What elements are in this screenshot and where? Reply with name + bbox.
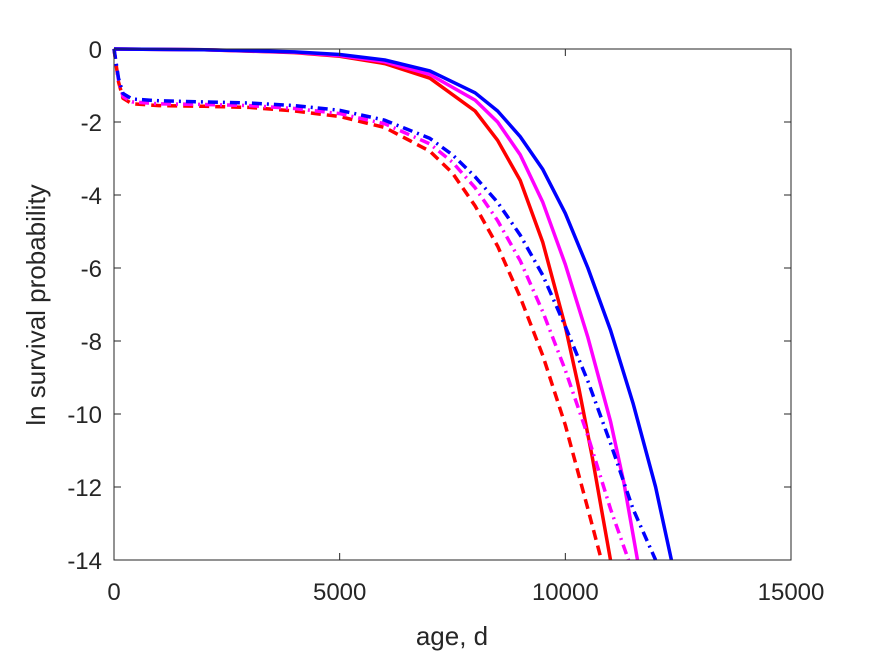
x-tick-label: 0: [107, 579, 120, 606]
plot-background: [114, 49, 791, 560]
y-tick-label: -4: [81, 183, 102, 210]
series-line-3: [113, 47, 674, 561]
y-tick-label: -14: [67, 548, 102, 575]
y-tick-label: -6: [81, 256, 102, 283]
y-tick-label: 0: [89, 37, 102, 64]
plot-frame: [113, 48, 792, 561]
ticks-layer: 0 5000 10000 15000 0 -2 -4 -6 -8 -10 -12 -14: [67, 37, 824, 606]
series-line-5: [112, 48, 631, 561]
x-tick-label: 5000: [313, 579, 366, 606]
x-tick-label: 10000: [532, 579, 599, 606]
x-axis-label: age, d: [416, 621, 488, 651]
y-tick-label: -12: [67, 475, 102, 502]
series-layer: [112, 47, 674, 561]
y-tick-label: -2: [81, 110, 102, 137]
series-line-6: [112, 48, 658, 561]
y-axis-label: ln survival probability: [21, 184, 51, 425]
y-tick-label: -10: [67, 402, 102, 429]
y-tick-label: -8: [81, 329, 102, 356]
x-tick-label: 15000: [758, 579, 825, 606]
